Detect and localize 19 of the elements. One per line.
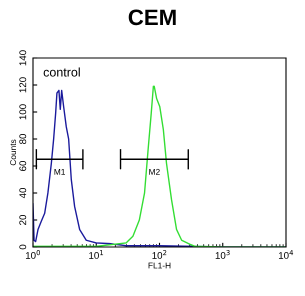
annotation: control	[44, 67, 80, 77]
y-tick-label: 140	[19, 50, 26, 66]
x-tick-label: 10$^{4}$	[278, 250, 294, 259]
y-tick-label: 0	[19, 244, 26, 250]
chart-title: CEM	[128, 9, 176, 26]
y-tick-label: 120	[19, 77, 26, 92]
y-tick-label: 20	[19, 214, 26, 225]
y-tick-label: 100	[19, 104, 26, 120]
x-tick-label: 10$^{1}$	[89, 250, 104, 259]
x-tick-label: 10$^{3}$	[216, 250, 230, 259]
x-axis-title: FL1-H	[148, 262, 170, 268]
y-tick-label: 60	[19, 160, 26, 171]
annotation: M1	[54, 169, 66, 175]
annotation: M2	[149, 168, 160, 175]
y-axis-title: Counts	[10, 140, 16, 166]
x-tick-label: 10$^{2}$	[152, 250, 166, 259]
x-tick-label: 10$^{0}$	[26, 250, 40, 259]
y-tick-label: 80	[19, 134, 26, 144]
y-tick-label: 40	[19, 188, 26, 198]
